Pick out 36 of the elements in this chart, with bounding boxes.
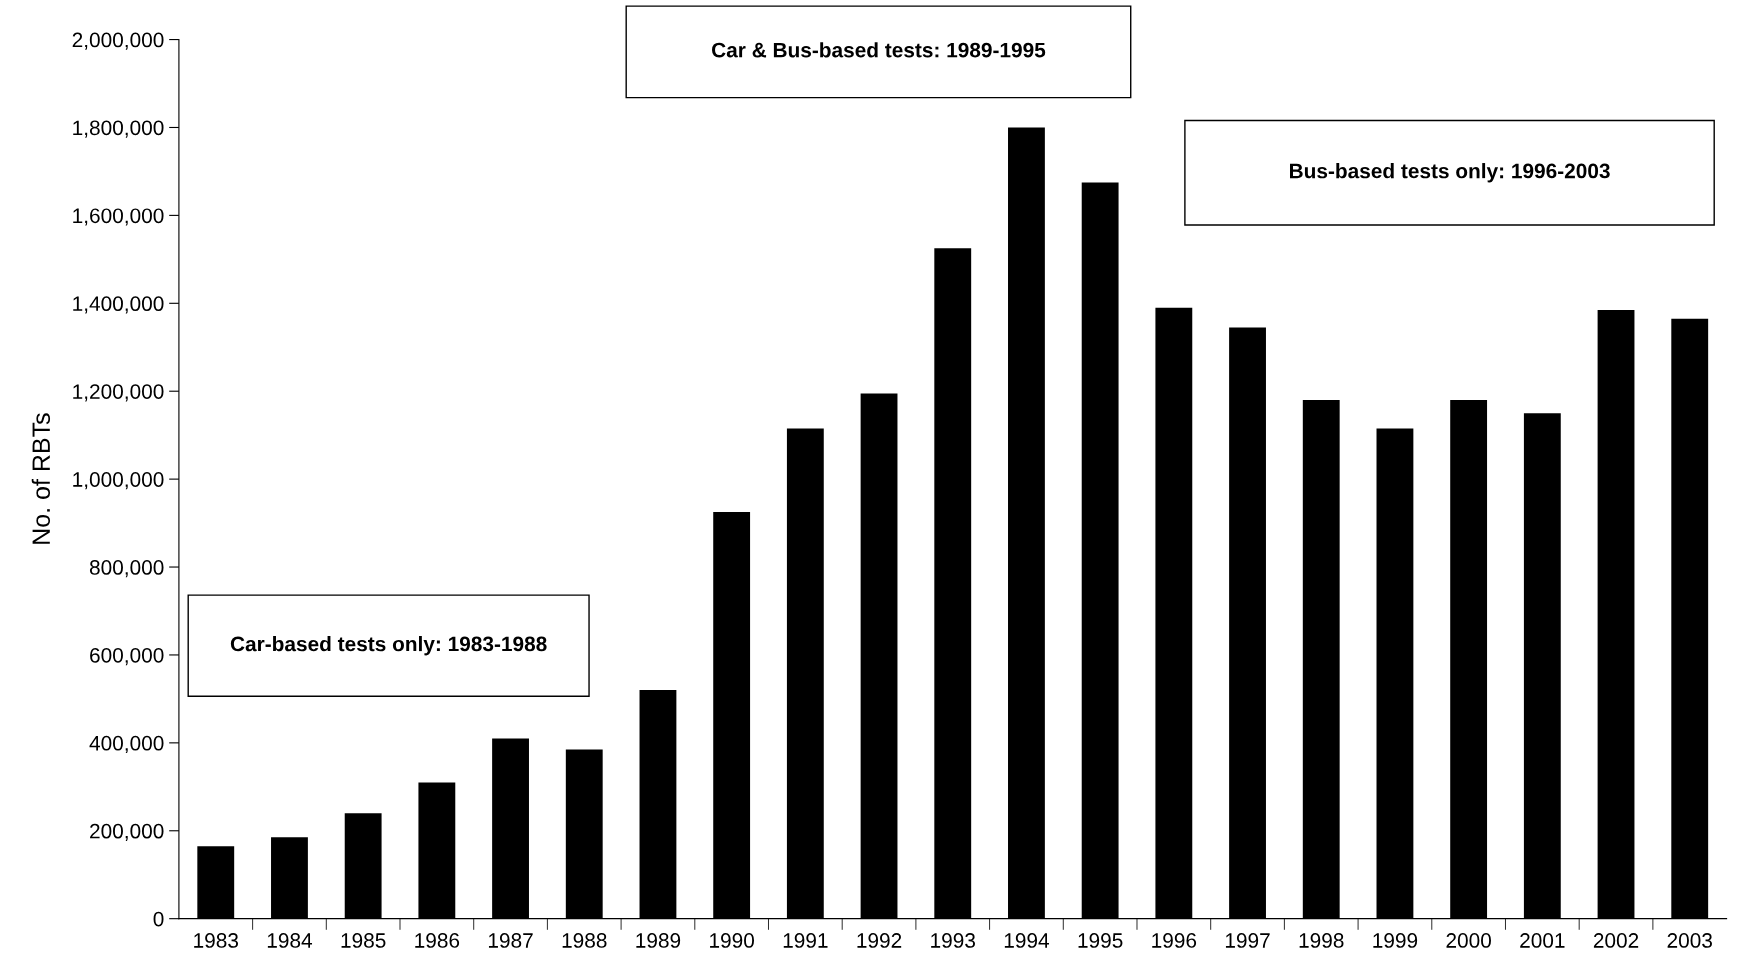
y-tick-label: 200,000 (90, 823, 164, 841)
x-tick-label: 2000 (1446, 933, 1491, 948)
x-tick-label: 2003 (1667, 933, 1712, 948)
y-tick-label: 1,000,000 (73, 472, 164, 490)
x-tick-label: 1987 (488, 933, 533, 948)
x-tick-label: 1990 (710, 933, 755, 948)
x-tick-label: 1998 (1299, 933, 1344, 948)
x-tick-label: 1988 (562, 933, 607, 948)
x-tick-label: 1999 (1373, 933, 1418, 948)
x-tick-label: 1994 (1004, 933, 1050, 948)
x-tick-label: 1989 (636, 933, 681, 948)
x-tick-label: 1985 (341, 933, 386, 948)
y-tick-label: 2,000,000 (72, 32, 164, 50)
annotation: Bus-based tests only: 1996-2003 (1290, 163, 1610, 183)
y-axis-title: No. of RBTs (31, 413, 51, 544)
x-tick-label: 1996 (1152, 933, 1197, 948)
y-tick-label: 800,000 (89, 560, 164, 578)
x-tick-label: 1991 (783, 933, 828, 948)
y-tick-label: 600,000 (90, 647, 164, 666)
annotation: Car & Bus-based tests: 1989-1995 (712, 42, 1046, 58)
annotation: Car-based tests only: 1983-1988 (230, 636, 547, 656)
y-tick-label: 400,000 (89, 735, 164, 754)
y-tick-label: 1,400,000 (73, 296, 164, 314)
x-tick-label: 2001 (1520, 933, 1565, 948)
x-tick-label: 1986 (415, 933, 460, 948)
x-tick-label: 2002 (1593, 933, 1639, 948)
x-tick-label: 1997 (1225, 933, 1270, 948)
x-tick-label: 1995 (1078, 933, 1123, 948)
x-tick-label: 1984 (267, 933, 313, 948)
y-tick-label: 1,200,000 (73, 384, 164, 402)
x-tick-label: 1993 (931, 933, 975, 948)
y-tick-label: 1,800,000 (73, 120, 164, 138)
x-tick-label: 1983 (194, 933, 239, 948)
y-tick-label: 0 (153, 911, 164, 927)
x-tick-label: 1992 (857, 933, 902, 948)
y-tick-label: 1,600,000 (73, 208, 164, 226)
